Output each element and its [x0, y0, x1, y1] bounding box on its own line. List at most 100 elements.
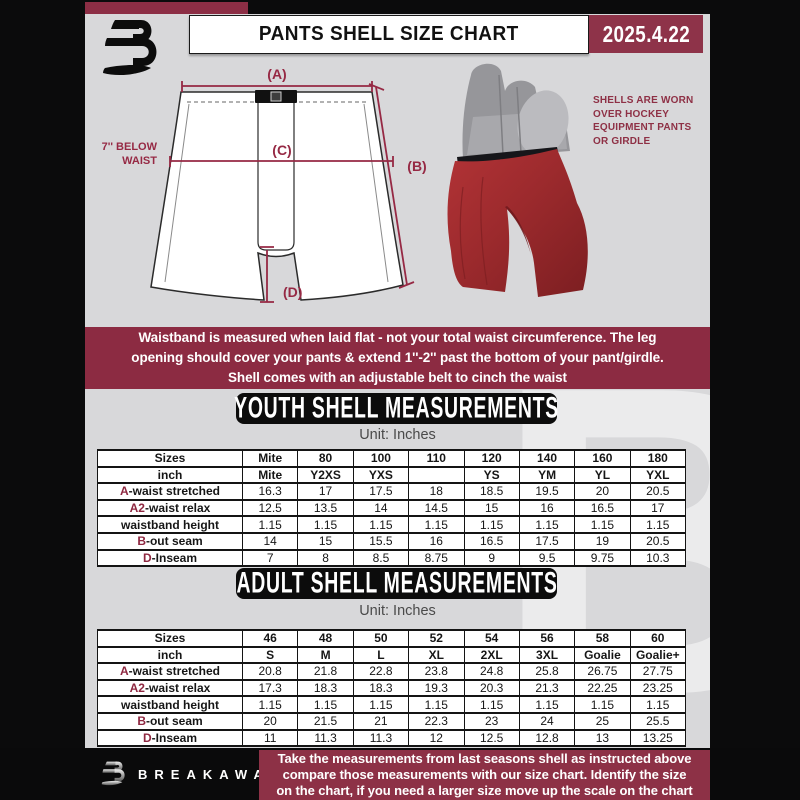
value-cell: 25.8 [518, 662, 576, 681]
value-cell: 1.15 [574, 695, 631, 714]
value-cell: 13.5 [297, 498, 354, 518]
text-line: EQUIPMENT PANTS [593, 122, 692, 133]
value-cell: 17 [297, 482, 354, 501]
row-label: B-out seam [97, 531, 243, 551]
value-cell: 23.25 [629, 678, 687, 698]
value-cell [408, 465, 465, 485]
value-cell: 1.15 [297, 515, 354, 534]
value-cell: 12.5 [241, 498, 299, 518]
row-label: B-out seam [97, 711, 243, 731]
value-cell: 12.8 [518, 728, 576, 748]
row-label: A2-waist relax [97, 498, 243, 518]
value-cell: 17.3 [241, 678, 299, 698]
value-cell: 16.5 [463, 531, 520, 551]
row-label: D-Inseam [97, 728, 243, 748]
text-line: compare those measurements with our size… [282, 767, 687, 783]
value-cell: 1.15 [352, 515, 410, 534]
measure-label-d: (D) [283, 284, 302, 300]
value-cell: 23.8 [408, 662, 465, 681]
table-row: inch Mite Y2XS YXS YS YM YL YXL [97, 465, 687, 485]
row-label: inch [97, 465, 243, 485]
row-label-prefix: A2 [129, 681, 145, 696]
text-line: SHELLS ARE WORN [593, 95, 694, 106]
value-cell: 17.5 [352, 482, 410, 501]
value-cell: 14 [352, 498, 410, 518]
measure-line-a [181, 81, 373, 92]
text-line: opening should cover your pants & extend… [131, 350, 664, 365]
adult-unit-label: Unit: Inches [359, 603, 436, 619]
page-title-box: PANTS SHELL SIZE CHART [189, 15, 589, 54]
youth-unit-label: Unit: Inches [359, 427, 436, 443]
value-cell: 12.5 [463, 728, 520, 748]
table-row: A2-waist relax 12.5 13.5 14 14.5 15 16 16.5 17 [97, 498, 687, 518]
text-line: Waistband is measured when laid flat - n… [138, 330, 657, 345]
value-cell: XL [408, 645, 465, 665]
table-row: inch S M L XL 2XL 3XL Goalie Goalie+ [97, 645, 687, 665]
value-cell: 1.15 [408, 515, 465, 534]
value-cell: 15.5 [352, 531, 410, 551]
table-row: D-Inseam 11 11.3 11.3 12 12.5 12.8 13 13.25 [97, 728, 687, 748]
value-cell: 120 [463, 449, 520, 468]
value-cell: 58 [574, 629, 631, 648]
value-cell: L [352, 645, 410, 665]
value-cell: 48 [297, 629, 354, 648]
value-cell: 25.5 [629, 711, 687, 731]
value-cell: 2XL [463, 645, 520, 665]
value-cell: 52 [408, 629, 465, 648]
row-label-prefix: B [137, 534, 146, 549]
value-cell: 8.5 [352, 548, 410, 568]
table-row: A-waist stretched 16.3 17 17.5 18 18.5 19.5 20 2… [97, 482, 687, 501]
row-label-prefix: B [137, 714, 146, 729]
value-cell: 8.75 [408, 548, 465, 568]
value-cell: 1.15 [629, 515, 687, 534]
value-cell: 18.3 [297, 678, 354, 698]
value-cell: 16 [408, 531, 465, 551]
value-cell: 20.5 [629, 531, 687, 551]
adult-heading-text: ADULT SHELL MEASUREMENTS [235, 566, 558, 600]
value-cell: 10.3 [629, 548, 687, 568]
value-cell: 21.8 [297, 662, 354, 681]
value-cell: 18.5 [463, 482, 520, 501]
measure-label-c: (C) [272, 142, 291, 158]
value-cell: 17.5 [518, 531, 576, 551]
value-cell: Y2XS [297, 465, 354, 485]
brand-name: BREAKAWAY [138, 766, 285, 782]
value-cell: 140 [518, 449, 576, 468]
value-cell: 1.15 [352, 695, 410, 714]
value-cell: 1.15 [518, 515, 576, 534]
value-cell: 13 [574, 728, 631, 748]
measure-label-b: (B) [407, 158, 426, 174]
row-label-prefix: A2 [129, 501, 145, 516]
value-cell: 1.15 [241, 695, 299, 714]
value-cell: 23 [463, 711, 520, 731]
value-cell: 20 [241, 711, 299, 731]
value-cell: 7 [241, 548, 299, 568]
value-cell: 21.5 [297, 711, 354, 731]
table-row: A2-waist relax 17.3 18.3 18.3 19.3 20.3 21.3 22… [97, 678, 687, 698]
measure-label-a: (A) [267, 66, 286, 82]
table-row: B-out seam 14 15 15.5 16 16.5 17.5 19 20.5 [97, 531, 687, 551]
value-cell: 1.15 [297, 695, 354, 714]
belt-buckle [270, 91, 282, 102]
value-cell: 18 [408, 482, 465, 501]
footer-instructions: Take the measurements from last seasons … [259, 750, 710, 800]
breakaway-logo-icon [99, 18, 169, 85]
row-label: A2-waist relax [97, 678, 243, 698]
date-text: 2025.4.22 [602, 20, 690, 47]
text-line: Shell comes with an adjustable belt to c… [228, 370, 567, 385]
footer-brand: BREAKAWAY [100, 760, 284, 788]
sheet-content: B PANTS SHELL SIZE CHART 2025.4.22 [85, 14, 710, 748]
value-cell: 160 [574, 449, 631, 468]
value-cell: 180 [629, 449, 687, 468]
value-cell: 54 [463, 629, 520, 648]
youth-heading-text: YOUTH SHELL MEASUREMENTS [234, 391, 559, 425]
value-cell: 17 [629, 498, 687, 518]
value-cell: 15 [297, 531, 354, 551]
text-line: OVER HOCKEY [593, 108, 670, 120]
text-line: Take the measurements from last seasons … [277, 751, 692, 767]
measure-line-c [169, 156, 394, 167]
adult-section-heading: ADULT SHELL MEASUREMENTS [235, 566, 558, 600]
measurement-notice-banner: Waistband is measured when laid flat - n… [85, 327, 710, 389]
kidney-pad [517, 90, 569, 156]
value-cell: 22.25 [574, 678, 631, 698]
